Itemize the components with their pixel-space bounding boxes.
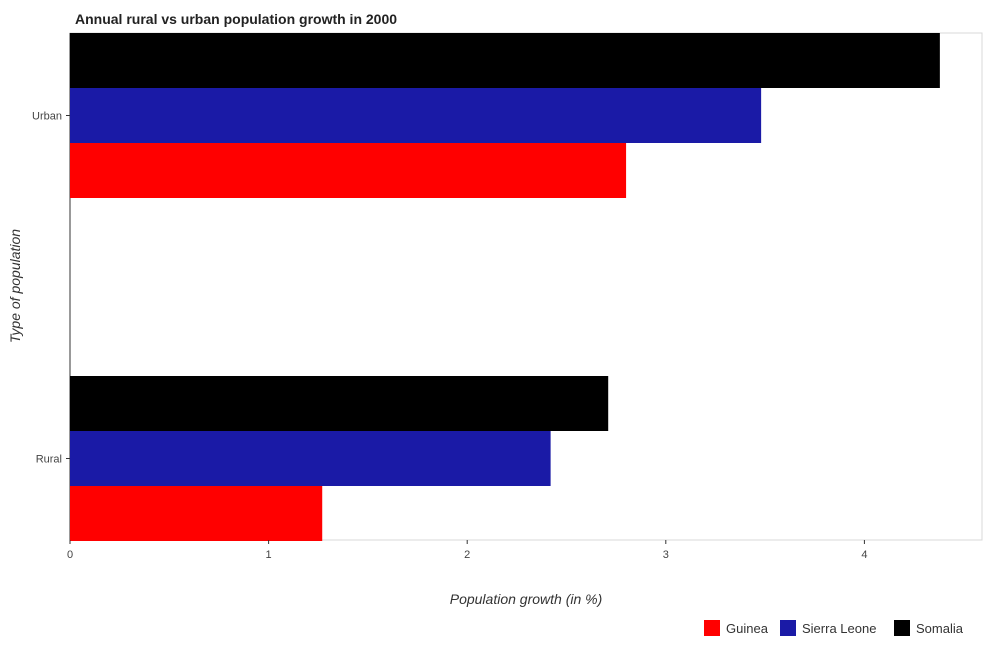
bar-urban-sierra-leone xyxy=(70,88,762,143)
legend-swatch-sierra-leone xyxy=(780,620,796,636)
bar-urban-guinea xyxy=(70,143,627,198)
x-axis-label: Population growth (in %) xyxy=(450,591,603,607)
x-tick-label: 0 xyxy=(67,549,73,561)
legend-label: Sierra Leone xyxy=(802,621,876,636)
y-tick-labels: Rural Urban xyxy=(32,111,70,466)
bar-rural-sierra-leone xyxy=(70,431,551,486)
chart-title: Annual rural vs urban population growth … xyxy=(75,11,397,27)
x-tick-label: 3 xyxy=(663,549,669,561)
bars-group xyxy=(70,33,940,541)
x-tick-labels: 0 1 2 3 4 xyxy=(67,540,867,561)
legend-swatch-somalia xyxy=(894,620,910,636)
y-axis-label: Type of population xyxy=(7,229,23,343)
x-tick-label: 1 xyxy=(266,549,272,561)
bar-urban-somalia xyxy=(70,33,940,88)
y-tick-label: Rural xyxy=(36,454,62,466)
legend-label: Somalia xyxy=(916,621,964,636)
bar-rural-somalia xyxy=(70,376,609,431)
legend-label: Guinea xyxy=(726,621,769,636)
bar-rural-guinea xyxy=(70,486,323,541)
x-tick-label: 4 xyxy=(861,549,867,561)
y-tick-label: Urban xyxy=(32,111,62,123)
legend: Guinea Sierra Leone Somalia xyxy=(704,620,964,636)
legend-swatch-guinea xyxy=(704,620,720,636)
x-tick-label: 2 xyxy=(464,549,470,561)
